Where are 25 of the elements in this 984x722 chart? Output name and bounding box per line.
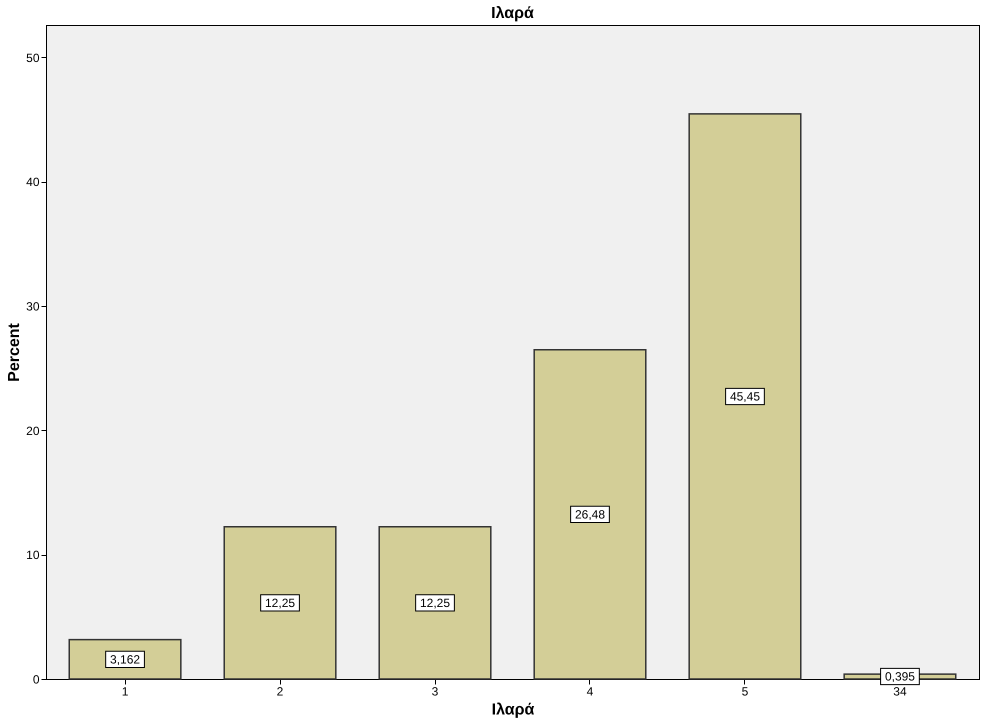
y-axis-title: Percent <box>6 322 24 382</box>
x-tick-label: 34 <box>893 684 907 698</box>
x-tick-label: 1 <box>122 684 129 698</box>
chart-title: Ιλαρά <box>491 5 534 22</box>
y-tick-label: 10 <box>26 548 40 562</box>
y-tick-label: 0 <box>32 672 40 686</box>
x-tick-label: 2 <box>276 684 284 698</box>
data-label: 3,162 <box>110 652 140 666</box>
y-tick-label: 40 <box>26 175 40 190</box>
x-axis-title: Ιλαρά <box>492 702 535 718</box>
data-label: 12,25 <box>265 596 296 610</box>
data-label: 26,48 <box>574 507 606 522</box>
bar <box>223 526 337 680</box>
bar <box>378 526 492 680</box>
y-tick-label: 30 <box>26 299 40 314</box>
y-tick-label: 50 <box>26 50 40 65</box>
data-label: 0,395 <box>884 670 916 684</box>
bar <box>688 113 802 680</box>
x-tick-label: 3 <box>432 684 439 698</box>
y-tick-label: 20 <box>26 424 40 438</box>
data-label: 12,25 <box>420 596 450 610</box>
x-tick-label: 4 <box>586 684 594 698</box>
x-tick-label: 5 <box>742 684 749 698</box>
bar <box>533 349 647 680</box>
data-label: 45,45 <box>730 389 760 404</box>
